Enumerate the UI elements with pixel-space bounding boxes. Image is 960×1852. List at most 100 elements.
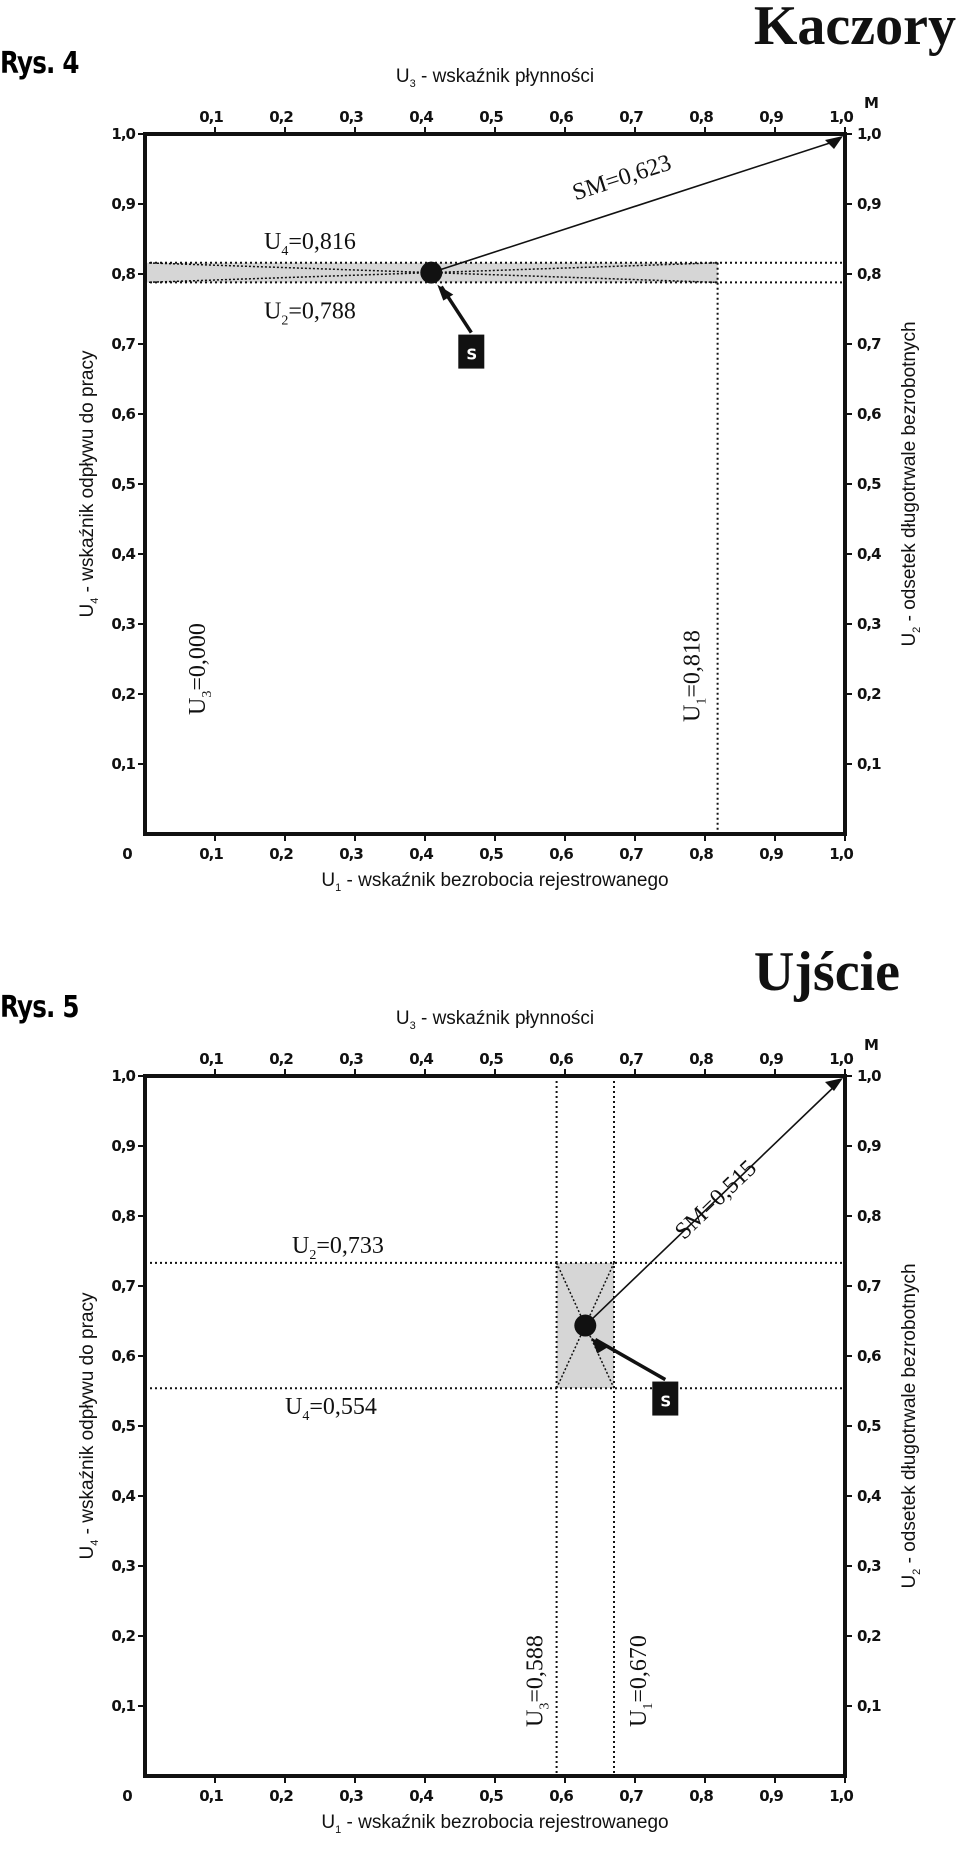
left-tick-label: 0,6 <box>111 1347 135 1365</box>
figure-label: Rys. 5 <box>0 990 79 1025</box>
top-tick-label: 0,2 <box>269 1050 293 1068</box>
right-tick-label: 0,3 <box>857 1557 881 1575</box>
right-tick-label: 1,0 <box>857 1067 881 1085</box>
chart-frame <box>143 132 847 836</box>
sm-arrowhead <box>825 136 843 149</box>
left-tick-label: 0,3 <box>111 615 135 633</box>
sm-line <box>584 1081 840 1327</box>
right-tick-label: 0,1 <box>857 755 881 773</box>
left-tick-label: 0,1 <box>111 755 135 773</box>
bottom-tick-label: 0,4 <box>409 1787 433 1805</box>
top-tick-label: 0,8 <box>689 1050 713 1068</box>
quadrant-chart-ujscie: U3 - wskaźnik płynności U1 - wskaźnik bez… <box>77 1008 923 1836</box>
point-s <box>420 261 443 284</box>
left-tick-label: 0,5 <box>111 1417 135 1435</box>
label-u1: U1=0,670 <box>626 1635 656 1727</box>
top-tick-label: 0,6 <box>549 108 573 126</box>
left-tick-label: 0,8 <box>111 1207 135 1225</box>
top-axis-title: U3 - wskaźnik płynności <box>396 66 594 90</box>
label-sm: SM=0,623 <box>569 150 674 206</box>
bottom-tick-label: 0,2 <box>269 845 293 863</box>
bottom-tick-label: 0,7 <box>619 1787 643 1805</box>
bottom-tick-label: 0,7 <box>619 845 643 863</box>
label-u2: U2=0,788 <box>264 298 356 328</box>
left-tick-label: 0,4 <box>111 1487 135 1505</box>
sm-line <box>431 139 840 274</box>
bottom-axis-title: U1 - wskaźnik bezrobocia rejestrowanego <box>321 870 668 894</box>
corner-label-m: M <box>864 1036 878 1054</box>
top-tick-label: 0,4 <box>409 108 433 126</box>
left-tick-label: 0,7 <box>111 335 135 353</box>
right-tick-label: 0,9 <box>857 1137 881 1155</box>
top-tick-label: 0,5 <box>479 108 503 126</box>
right-tick-label: 0,2 <box>857 685 881 703</box>
top-tick-label: 0,2 <box>269 108 293 126</box>
right-tick-label: 0,3 <box>857 615 881 633</box>
right-axis-title: U2 - odsetek długotrwale bezrobotnych <box>899 321 923 646</box>
point-s <box>574 1314 597 1337</box>
top-tick-label: 0,1 <box>199 108 223 126</box>
top-tick-label: 0,7 <box>619 1050 643 1068</box>
top-tick-label: 0,7 <box>619 108 643 126</box>
region-diagonal <box>144 262 718 284</box>
left-axis-title: U4 - wskaźnik odpływu do pracy <box>77 350 101 617</box>
bottom-tick-label: 0,3 <box>339 845 363 863</box>
top-tick-label: 0,4 <box>409 1050 433 1068</box>
bottom-tick-label: 1,0 <box>829 1787 853 1805</box>
right-tick-label: 0,7 <box>857 335 881 353</box>
point-label-box <box>458 334 485 369</box>
bottom-tick-label: 0,5 <box>479 845 503 863</box>
top-tick-label: 0,9 <box>759 1050 783 1068</box>
bottom-tick-label: 0,6 <box>549 1787 573 1805</box>
left-tick-label: 0,6 <box>111 405 135 423</box>
right-tick-label: 0,1 <box>857 1697 881 1715</box>
label-u2: U2=0,733 <box>292 1233 384 1263</box>
figure-title: Ujście <box>753 941 900 1003</box>
bottom-tick-label: 0,1 <box>199 845 223 863</box>
right-tick-label: 1,0 <box>857 125 881 143</box>
left-tick-label: 0,3 <box>111 1557 135 1575</box>
label-u3: U3=0,000 <box>185 623 215 715</box>
pointer-arrowhead <box>437 284 454 301</box>
right-tick-label: 0,7 <box>857 1277 881 1295</box>
bottom-tick-label: 1,0 <box>829 845 853 863</box>
left-tick-label: 0,7 <box>111 1277 135 1295</box>
left-tick-label: 1,0 <box>111 125 135 143</box>
top-tick-label: 1,0 <box>829 1050 853 1068</box>
right-tick-label: 0,2 <box>857 1627 881 1645</box>
bottom-tick-label: 0,8 <box>689 845 713 863</box>
right-tick-label: 0,6 <box>857 405 881 423</box>
quadrant-chart-kaczory: U3 - wskaźnik płynności U1 - wskaźnik bez… <box>77 66 923 894</box>
left-tick-label: 0,2 <box>111 1627 135 1645</box>
left-tick-label: 0,1 <box>111 1697 135 1715</box>
bottom-tick-label: 0,9 <box>759 1787 783 1805</box>
bottom-tick-label: 0,5 <box>479 1787 503 1805</box>
left-tick-label: 1,0 <box>111 1067 135 1085</box>
bottom-tick-label: 0,4 <box>409 845 433 863</box>
top-tick-label: 1,0 <box>829 108 853 126</box>
bottom-tick-label: 0,3 <box>339 1787 363 1805</box>
point-label-s: S <box>466 346 476 364</box>
top-axis-title: U3 - wskaźnik płynności <box>396 1008 594 1032</box>
top-tick-label: 0,6 <box>549 1050 573 1068</box>
top-tick-label: 0,1 <box>199 1050 223 1068</box>
pointer-line <box>594 1338 667 1382</box>
left-tick-label: 0,9 <box>111 1137 135 1155</box>
right-tick-label: 0,4 <box>857 545 881 563</box>
label-u4: U4=0,554 <box>285 1394 377 1424</box>
region-diagonal <box>144 262 718 284</box>
sm-arrowhead <box>825 1078 843 1091</box>
origin-label: 0 <box>122 1787 132 1805</box>
left-tick-label: 0,8 <box>111 265 135 283</box>
bottom-axis-title: U1 - wskaźnik bezrobocia rejestrowanego <box>321 1812 668 1836</box>
point-label-s: S <box>660 1393 670 1411</box>
right-tick-label: 0,5 <box>857 475 881 493</box>
point-label-box <box>652 1381 679 1416</box>
bottom-tick-label: 0,6 <box>549 845 573 863</box>
left-tick-label: 0,5 <box>111 475 135 493</box>
bottom-tick-label: 0,8 <box>689 1787 713 1805</box>
pointer-arrowhead <box>591 1337 608 1354</box>
label-u4: U4=0,816 <box>264 229 356 259</box>
figure-title: Kaczory <box>753 0 956 57</box>
